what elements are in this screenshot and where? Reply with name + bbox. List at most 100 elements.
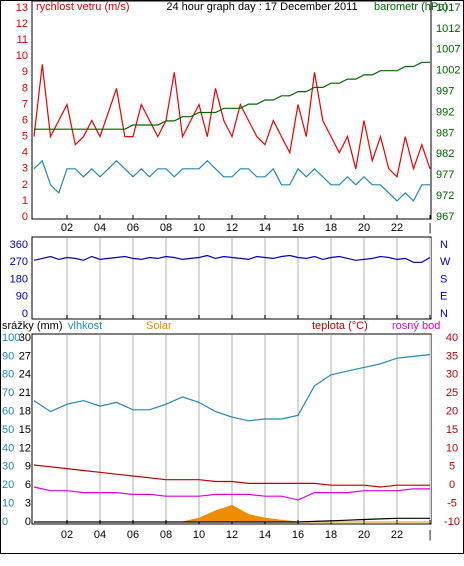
plot-frame bbox=[31, 0, 432, 220]
x-tick-label: 10 bbox=[193, 529, 205, 541]
series-line bbox=[33, 64, 431, 178]
x-tick-label: | bbox=[429, 222, 432, 234]
y2-tick-label: 50 bbox=[2, 424, 14, 436]
series-line bbox=[33, 354, 431, 422]
y-tick-label: 2 bbox=[22, 179, 28, 191]
y2-tick-label: 1002 bbox=[436, 65, 460, 77]
legend-entry: Solar bbox=[146, 320, 172, 332]
y2-tick-label: 977 bbox=[436, 169, 454, 181]
x-tick-label: 06 bbox=[127, 529, 139, 541]
y-tick-label: 10 bbox=[16, 50, 28, 62]
y-tick-label: 1 bbox=[22, 195, 28, 207]
y-tick-label: 9 bbox=[25, 461, 31, 473]
x-tick-label: 04 bbox=[94, 529, 106, 541]
y2-tick-label: 967 bbox=[436, 211, 454, 223]
y3-tick-label: 40 bbox=[446, 332, 458, 344]
y2-tick-label: 1012 bbox=[436, 23, 460, 35]
y-tick-label: 270 bbox=[10, 256, 28, 268]
y-tick-label: 13 bbox=[16, 2, 28, 14]
y3-tick-label: 20 bbox=[446, 406, 458, 418]
y3-tick-label: 30 bbox=[446, 369, 458, 381]
y-tick-label: 9 bbox=[22, 66, 28, 78]
y3-tick-label: 15 bbox=[446, 424, 458, 436]
x-tick-label: 12 bbox=[226, 222, 238, 234]
y2-tick-label: 90 bbox=[2, 350, 14, 362]
legend-entry: vlhkost bbox=[68, 320, 102, 332]
y-tick-label: 24 bbox=[19, 369, 31, 381]
y-tick-label: 12 bbox=[19, 442, 31, 454]
x-tick-label: 04 bbox=[94, 222, 106, 234]
series-line bbox=[34, 61, 430, 130]
y3-tick-label: 25 bbox=[446, 387, 458, 399]
series-line bbox=[33, 159, 430, 202]
y-tick-label: 4 bbox=[22, 147, 28, 159]
x-tick-label: 10 bbox=[193, 222, 205, 234]
y2-tick-label: 100 bbox=[2, 332, 20, 344]
y2-tick-label: N bbox=[440, 308, 448, 320]
y-tick-label: 18 bbox=[19, 406, 31, 418]
y-tick-label: 3 bbox=[25, 498, 31, 510]
y2-tick-label: 80 bbox=[2, 369, 14, 381]
y-tick-label: 27 bbox=[19, 350, 31, 362]
y2-tick-label: 1007 bbox=[436, 44, 460, 56]
y2-tick-label: 40 bbox=[2, 442, 14, 454]
x-tick-label: 22 bbox=[391, 529, 403, 541]
x-tick-label: 08 bbox=[160, 529, 172, 541]
x-tick-label: 14 bbox=[259, 529, 271, 541]
y-tick-label: 7 bbox=[22, 98, 28, 110]
y2-tick-label: S bbox=[440, 273, 447, 285]
y-tick-label: 0 bbox=[22, 308, 28, 320]
x-tick-label: 14 bbox=[259, 222, 271, 234]
y2-tick-label: 997 bbox=[436, 86, 454, 98]
y2-tick-label: 987 bbox=[436, 127, 454, 139]
x-tick-label: 20 bbox=[358, 529, 370, 541]
x-tick-label: 16 bbox=[292, 529, 304, 541]
x-tick-label: 02 bbox=[61, 222, 73, 234]
y2-tick-label: 30 bbox=[2, 461, 14, 473]
y-tick-label: 6 bbox=[25, 479, 31, 491]
y3-tick-label: -10 bbox=[444, 516, 460, 528]
x-tick-label: 18 bbox=[325, 222, 337, 234]
y-tick-label: 5 bbox=[22, 131, 28, 143]
y-tick-label: 21 bbox=[19, 387, 31, 399]
y-tick-label: 360 bbox=[10, 239, 28, 251]
y2-tick-label: 20 bbox=[2, 479, 14, 491]
y3-tick-label: 10 bbox=[446, 442, 458, 454]
x-tick-label: 08 bbox=[160, 222, 172, 234]
series-line bbox=[33, 486, 430, 501]
x-tick-label: 02 bbox=[61, 529, 73, 541]
y-tick-label: 0 bbox=[25, 516, 31, 528]
y2-tick-label: 60 bbox=[2, 406, 14, 418]
y-label: srážky (mm) bbox=[2, 320, 63, 332]
x-tick-label: 06 bbox=[127, 222, 139, 234]
y2-label: barometr (hPa) bbox=[374, 1, 448, 13]
y-tick-label: 0 bbox=[22, 211, 28, 223]
x-tick-label: | bbox=[429, 529, 432, 541]
y-tick-label: 90 bbox=[16, 291, 28, 303]
y2-tick-label: 0 bbox=[2, 516, 8, 528]
y-label: rychlost vetru (m/s) bbox=[36, 1, 130, 13]
y2-tick-label: 70 bbox=[2, 387, 14, 399]
x-tick-label: 20 bbox=[358, 222, 370, 234]
y3-tick-label: 35 bbox=[446, 350, 458, 362]
x-tick-label: 22 bbox=[391, 222, 403, 234]
y2-tick-label: N bbox=[440, 239, 448, 251]
series-line bbox=[33, 464, 430, 488]
x-tick-label: 12 bbox=[226, 529, 238, 541]
series-line bbox=[33, 254, 431, 263]
y2-tick-label: 982 bbox=[436, 148, 454, 160]
y-tick-label: 11 bbox=[17, 34, 28, 46]
y3-tick-label: -5 bbox=[447, 498, 457, 510]
y-tick-label: 30 bbox=[19, 332, 31, 344]
y-tick-label: 3 bbox=[22, 163, 28, 175]
x-tick-label: 16 bbox=[292, 222, 304, 234]
y-tick-label: 8 bbox=[22, 82, 28, 94]
legend-entry: teplota (°C) bbox=[312, 320, 368, 332]
y-tick-label: 15 bbox=[19, 424, 31, 436]
y-tick-label: 12 bbox=[16, 18, 28, 30]
y2-tick-label: 972 bbox=[436, 190, 454, 202]
y-tick-label: 6 bbox=[22, 114, 28, 126]
x-tick-label: 18 bbox=[325, 529, 337, 541]
y3-tick-label: 5 bbox=[449, 461, 455, 473]
